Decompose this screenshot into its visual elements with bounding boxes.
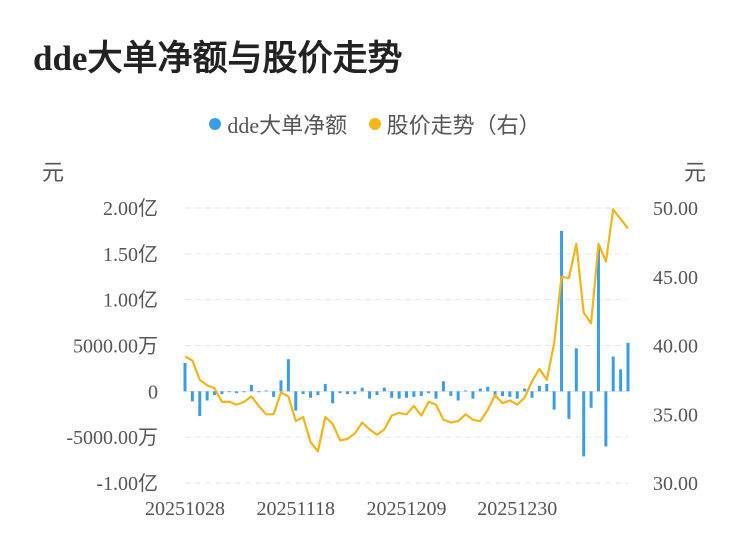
bar <box>449 391 453 396</box>
bar <box>589 391 593 408</box>
bar <box>582 391 586 457</box>
bar <box>242 391 246 393</box>
left-tick-label: 0 <box>148 381 158 403</box>
bar <box>486 386 490 392</box>
bar <box>604 391 608 447</box>
left-tick-label: -5000.00万 <box>66 427 158 449</box>
legend-label-price: 股价走势（右） <box>386 113 541 138</box>
bar <box>227 391 231 393</box>
right-axis-unit: 元 <box>684 160 707 185</box>
bar <box>198 391 202 417</box>
right-tick-label: 50.00 <box>653 198 698 220</box>
bar <box>471 391 475 399</box>
legend-item-dde[interactable]: dde大单净额 <box>209 108 347 140</box>
legend-dot-yellow <box>368 118 381 130</box>
bar <box>434 391 438 399</box>
bar <box>456 391 460 401</box>
bar-series <box>183 230 630 457</box>
bar <box>412 391 416 397</box>
bar <box>375 391 379 395</box>
bar <box>309 391 313 398</box>
bar <box>508 391 512 397</box>
bar <box>397 391 401 399</box>
chart-title: dde大单净额与股价走势 <box>33 39 403 78</box>
legend-item-price[interactable]: 股价走势（右） <box>368 108 541 140</box>
bar <box>279 380 283 392</box>
price-line <box>184 208 629 453</box>
left-tick-label: 1.00亿 <box>103 289 158 312</box>
bar <box>441 381 445 392</box>
x-tick-label: 20251209 <box>367 498 447 520</box>
line-series <box>184 208 629 453</box>
bar <box>331 391 335 404</box>
bar <box>382 387 386 392</box>
bar <box>419 391 423 396</box>
bar <box>286 359 290 392</box>
x-tick-label: 20251230 <box>477 498 557 520</box>
bar <box>390 391 394 398</box>
bar <box>545 384 549 392</box>
bar <box>316 391 320 395</box>
bar <box>478 388 482 392</box>
bar <box>427 391 431 394</box>
bar <box>537 385 541 392</box>
bar <box>552 391 556 410</box>
bar <box>264 390 268 392</box>
x-tick-label: 20251118 <box>256 498 335 520</box>
bar <box>294 391 298 411</box>
left-tick-label: 2.00亿 <box>103 197 158 220</box>
bar <box>257 391 261 393</box>
bar <box>626 342 630 392</box>
bar <box>190 391 194 402</box>
bar <box>345 391 349 395</box>
bar <box>338 391 342 394</box>
bar <box>530 391 534 398</box>
bar <box>183 362 187 392</box>
left-tick-label: 5000.00万 <box>73 336 158 358</box>
bar <box>464 390 468 392</box>
left-tick-label: -1.00亿 <box>96 472 158 495</box>
left-tick-label: 1.50亿 <box>103 243 158 266</box>
bar <box>500 391 504 396</box>
bar <box>323 384 327 392</box>
legend: dde大单净额 股价走势（右） <box>0 108 750 140</box>
left-axis-unit: 元 <box>42 160 65 185</box>
bar <box>235 391 239 394</box>
right-tick-label: 35.00 <box>653 404 698 426</box>
x-tick-label: 20251028 <box>145 498 225 520</box>
right-tick-label: 40.00 <box>653 336 698 358</box>
right-tick-label: 30.00 <box>653 473 698 495</box>
bar <box>213 391 217 395</box>
bar <box>574 348 578 392</box>
bar <box>205 391 209 401</box>
bar <box>220 391 224 395</box>
bar <box>272 391 276 397</box>
bar <box>405 391 408 398</box>
legend-label-dde: dde大单净额 <box>227 113 348 138</box>
axis-labels: 2.00亿 1.50亿 1.00亿 5000.00万 0 -5000.00万 -1.00亿 5… <box>66 197 698 520</box>
bar <box>301 391 305 395</box>
bar <box>368 391 372 399</box>
bar <box>596 248 600 392</box>
bar <box>353 391 357 395</box>
legend-dot-blue <box>209 118 222 130</box>
right-tick-label: 45.00 <box>653 267 698 289</box>
bar <box>619 369 623 392</box>
bar <box>523 388 527 392</box>
bar <box>567 391 571 419</box>
bar <box>611 356 615 392</box>
bar <box>515 391 519 399</box>
bar <box>360 387 364 392</box>
bar <box>560 230 564 392</box>
bar <box>249 384 253 392</box>
